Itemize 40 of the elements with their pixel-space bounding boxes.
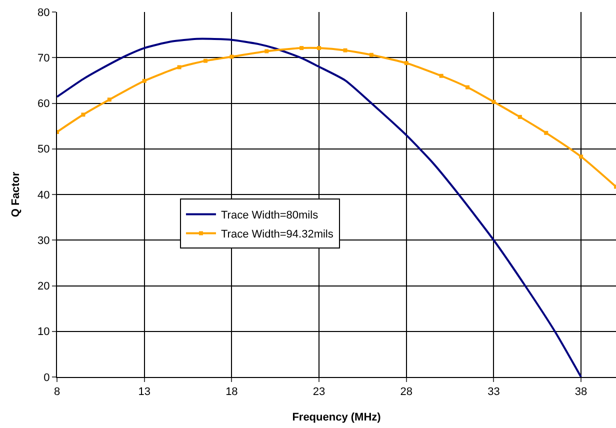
x-tick-label: 23 [312, 386, 326, 398]
y-axis-title: Q Factor [10, 171, 22, 218]
y-tick-label: 0 [44, 372, 50, 384]
point [439, 74, 444, 78]
x-tick-label: 18 [226, 386, 238, 398]
point [264, 49, 269, 54]
y-tick-label: 40 [38, 189, 50, 202]
x-tick-label: 33 [488, 386, 500, 398]
y-tick-label: 30 [38, 234, 50, 247]
line-series [57, 46, 616, 189]
point [518, 114, 522, 119]
point [300, 46, 304, 50]
point [230, 54, 234, 59]
point [544, 130, 548, 135]
y-tick-label: 10 [38, 326, 50, 338]
y-tick-label: 20 [38, 280, 50, 293]
y-tick-label: 50 [38, 144, 50, 156]
point [142, 78, 146, 83]
x-tick-label: 13 [138, 386, 150, 398]
x-tick-label: 8 [54, 386, 60, 398]
point [177, 65, 182, 70]
x-tick-label: 38 [574, 386, 588, 398]
point [466, 85, 470, 90]
point [203, 58, 208, 63]
point [107, 98, 112, 102]
point [404, 61, 408, 66]
point [492, 100, 496, 104]
legend-label: Trace Width=94.32mils [220, 228, 334, 240]
point [317, 46, 322, 50]
y-tick-label: 60 [38, 98, 50, 110]
point [369, 52, 374, 57]
point [579, 154, 584, 159]
y-tick-label: 80 [38, 6, 50, 19]
legend-label: Trace Width=80mils [220, 209, 319, 222]
x-tick-label: 28 [400, 386, 413, 398]
y-tick-label: 70 [38, 52, 50, 64]
point [343, 48, 348, 52]
point [81, 112, 86, 117]
x-axis-title: Frequency (MHz) [292, 411, 382, 424]
line-series [57, 38, 582, 377]
